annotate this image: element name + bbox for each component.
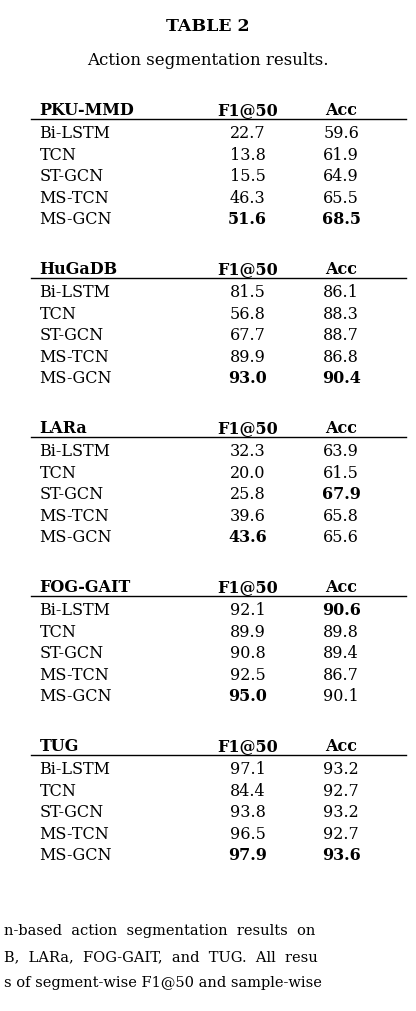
- Text: MS-GCN: MS-GCN: [40, 687, 112, 705]
- Text: 92.5: 92.5: [230, 666, 265, 683]
- Text: 97.1: 97.1: [230, 760, 265, 777]
- Text: TCN: TCN: [40, 782, 77, 799]
- Text: MS-TCN: MS-TCN: [40, 508, 109, 525]
- Text: TCN: TCN: [40, 147, 77, 164]
- Text: 67.9: 67.9: [322, 486, 361, 502]
- Text: LARa: LARa: [40, 420, 87, 437]
- Text: 32.3: 32.3: [230, 443, 265, 460]
- Text: HuGaDB: HuGaDB: [40, 261, 118, 278]
- Text: PKU-MMD: PKU-MMD: [40, 102, 134, 119]
- Text: F1@50: F1@50: [217, 102, 278, 119]
- Text: 92.7: 92.7: [323, 782, 359, 799]
- Text: MS-TCN: MS-TCN: [40, 825, 109, 842]
- Text: 86.1: 86.1: [323, 284, 359, 301]
- Text: Acc: Acc: [325, 737, 357, 754]
- Text: 67.7: 67.7: [230, 327, 265, 344]
- Text: 84.4: 84.4: [230, 782, 265, 799]
- Text: F1@50: F1@50: [217, 737, 278, 754]
- Text: 92.7: 92.7: [323, 825, 359, 842]
- Text: ST-GCN: ST-GCN: [40, 645, 104, 661]
- Text: Bi-LSTM: Bi-LSTM: [40, 443, 111, 460]
- Text: 64.9: 64.9: [323, 168, 359, 185]
- Text: 68.5: 68.5: [322, 211, 361, 228]
- Text: MS-GCN: MS-GCN: [40, 211, 112, 228]
- Text: 90.6: 90.6: [322, 602, 361, 619]
- Text: 81.5: 81.5: [230, 284, 265, 301]
- Text: 39.6: 39.6: [230, 508, 265, 525]
- Text: MS-GCN: MS-GCN: [40, 370, 112, 387]
- Text: 65.6: 65.6: [323, 529, 359, 546]
- Text: 93.8: 93.8: [230, 804, 265, 820]
- Text: 92.1: 92.1: [230, 602, 265, 619]
- Text: 89.4: 89.4: [323, 645, 359, 661]
- Text: 65.5: 65.5: [323, 190, 359, 206]
- Text: Bi-LSTM: Bi-LSTM: [40, 125, 111, 143]
- Text: 86.8: 86.8: [323, 349, 359, 366]
- Text: Acc: Acc: [325, 420, 357, 437]
- Text: TCN: TCN: [40, 305, 77, 323]
- Text: 90.8: 90.8: [230, 645, 265, 661]
- Text: 90.4: 90.4: [322, 370, 361, 387]
- Text: ST-GCN: ST-GCN: [40, 168, 104, 185]
- Text: 43.6: 43.6: [228, 529, 267, 546]
- Text: 46.3: 46.3: [230, 190, 265, 206]
- Text: 89.8: 89.8: [323, 623, 359, 640]
- Text: 61.9: 61.9: [323, 147, 359, 164]
- Text: TCN: TCN: [40, 464, 77, 481]
- Text: Bi-LSTM: Bi-LSTM: [40, 602, 111, 619]
- Text: Acc: Acc: [325, 261, 357, 278]
- Text: 97.9: 97.9: [228, 846, 267, 863]
- Text: 65.8: 65.8: [323, 508, 359, 525]
- Text: Acc: Acc: [325, 102, 357, 119]
- Text: 89.9: 89.9: [230, 623, 265, 640]
- Text: MS-TCN: MS-TCN: [40, 666, 109, 683]
- Text: 22.7: 22.7: [230, 125, 265, 143]
- Text: 93.2: 93.2: [323, 804, 359, 820]
- Text: ST-GCN: ST-GCN: [40, 327, 104, 344]
- Text: F1@50: F1@50: [217, 420, 278, 437]
- Text: 56.8: 56.8: [230, 305, 265, 323]
- Text: 13.8: 13.8: [230, 147, 265, 164]
- Text: s of segment-wise F1@50 and sample-wise: s of segment-wise F1@50 and sample-wise: [4, 975, 322, 989]
- Text: MS-GCN: MS-GCN: [40, 846, 112, 863]
- Text: 86.7: 86.7: [323, 666, 359, 683]
- Text: B,  LARa,  FOG-GAIT,  and  TUG.  All  resu: B, LARa, FOG-GAIT, and TUG. All resu: [4, 949, 318, 963]
- Text: MS-GCN: MS-GCN: [40, 529, 112, 546]
- Text: TCN: TCN: [40, 623, 77, 640]
- Text: 93.6: 93.6: [322, 846, 361, 863]
- Text: MS-TCN: MS-TCN: [40, 349, 109, 366]
- Text: 95.0: 95.0: [228, 687, 267, 705]
- Text: 25.8: 25.8: [230, 486, 265, 502]
- Text: 61.5: 61.5: [323, 464, 359, 481]
- Text: 20.0: 20.0: [230, 464, 265, 481]
- Text: 59.6: 59.6: [323, 125, 359, 143]
- Text: 51.6: 51.6: [228, 211, 267, 228]
- Text: F1@50: F1@50: [217, 261, 278, 278]
- Text: 89.9: 89.9: [230, 349, 265, 366]
- Text: TUG: TUG: [40, 737, 79, 754]
- Text: ST-GCN: ST-GCN: [40, 486, 104, 502]
- Text: Bi-LSTM: Bi-LSTM: [40, 760, 111, 777]
- Text: 15.5: 15.5: [230, 168, 265, 185]
- Text: MS-TCN: MS-TCN: [40, 190, 109, 206]
- Text: 88.3: 88.3: [323, 305, 359, 323]
- Text: Acc: Acc: [325, 578, 357, 595]
- Text: FOG-GAIT: FOG-GAIT: [40, 578, 131, 595]
- Text: F1@50: F1@50: [217, 578, 278, 595]
- Text: 90.1: 90.1: [323, 687, 359, 705]
- Text: n-based  action  segmentation  results  on: n-based action segmentation results on: [4, 923, 315, 937]
- Text: Bi-LSTM: Bi-LSTM: [40, 284, 111, 301]
- Text: 96.5: 96.5: [230, 825, 265, 842]
- Text: Action segmentation results.: Action segmentation results.: [87, 52, 329, 69]
- Text: ST-GCN: ST-GCN: [40, 804, 104, 820]
- Text: 93.2: 93.2: [323, 760, 359, 777]
- Text: 88.7: 88.7: [323, 327, 359, 344]
- Text: TABLE 2: TABLE 2: [166, 18, 250, 35]
- Text: 93.0: 93.0: [228, 370, 267, 387]
- Text: 63.9: 63.9: [323, 443, 359, 460]
